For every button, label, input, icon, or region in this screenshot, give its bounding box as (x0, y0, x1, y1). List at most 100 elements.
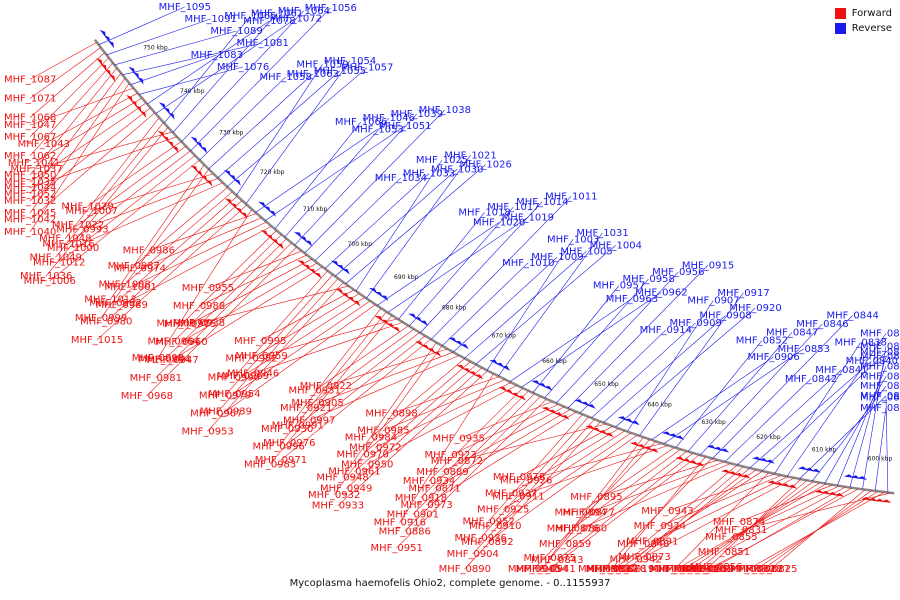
leader-line (366, 155, 471, 299)
kbp-tick-label: 690 kbp (394, 274, 419, 281)
gene-label: MHF_0997 (283, 415, 335, 426)
leader-line (724, 378, 812, 463)
gene-label: MHF_0840 (846, 356, 898, 367)
leader-line (115, 195, 238, 304)
gene-label: MHF_0889 (416, 467, 468, 478)
gene-label: MHF_1037 (10, 164, 62, 175)
gene-label: MHF_0827 (738, 564, 790, 575)
forward-gene-arrow (374, 315, 384, 322)
genome-backbone (93, 38, 895, 495)
gene-label: MHF_0943 (641, 506, 693, 517)
forward-gene-arrow (820, 490, 831, 495)
leader-line (774, 342, 861, 474)
leader-line (155, 18, 296, 114)
forward-gene-arrow (867, 497, 878, 502)
gene-label: MHF_1004 (590, 240, 642, 251)
gene-label: MHF_0907 (687, 296, 739, 307)
gene-label: MHF_1021 (444, 150, 496, 161)
gene-label: MHF_0937 (485, 488, 537, 499)
reverse-gene-arrow (299, 236, 308, 243)
gene-label: MHF_0848 (617, 539, 669, 550)
kbp-tick-label: 720 kbp (260, 169, 285, 176)
gene-label: MHF_1046 (363, 113, 415, 124)
leader-line (314, 325, 409, 391)
forward-gene-arrow (780, 483, 791, 488)
leader-line (588, 461, 725, 514)
gene-label: MHF_0959 (235, 351, 287, 362)
gene-label: MHF_0934 (403, 476, 455, 487)
legend-forward-label: Forward (851, 8, 892, 19)
forward-gene-arrow (391, 327, 401, 333)
leader-line (164, 15, 251, 124)
leader-line (317, 351, 454, 404)
reverse-gene-arrow (501, 365, 511, 371)
gene-label: MHF_1029 (61, 201, 113, 212)
leader-line (72, 182, 224, 249)
leader-line (29, 52, 105, 118)
forward-gene-arrow (104, 68, 111, 77)
gene-label: MHF_1040 (4, 227, 56, 238)
leader-line (532, 285, 620, 393)
gene-label: MHF_0976 (263, 438, 315, 449)
leader-line (420, 390, 529, 499)
leader-line (651, 356, 774, 441)
gene-label: MHF_1064 (278, 6, 330, 17)
forward-gene-arrow (270, 238, 279, 246)
leader-line (226, 67, 368, 187)
leader-line (29, 72, 122, 195)
gene-label: MHF_0844 (827, 311, 879, 322)
gene-label: MHF_1010 (502, 258, 554, 269)
leader-line (114, 30, 237, 66)
forward-gene-arrow (814, 489, 824, 494)
reverse-gene-arrow (408, 313, 417, 320)
leader-line (234, 300, 371, 395)
leader-line (667, 473, 776, 512)
leader-line (428, 387, 524, 482)
gene-label: MHF_0914 (640, 325, 692, 336)
leader-line (255, 129, 378, 213)
gene-label: MHF_0970 (337, 450, 389, 461)
gene-label: MHF_0898 (365, 409, 417, 420)
gene-label: MHF_1000 (47, 243, 99, 254)
leader-line (458, 401, 553, 439)
gene-label: MHF_1047 (4, 120, 56, 131)
gene-label: MHF_0944 (666, 564, 718, 575)
gene-label: MHF_1006 (24, 276, 76, 287)
leader-line (130, 54, 217, 85)
reverse-gene-arrow (258, 201, 266, 209)
gene-label: MHF_0936 (455, 533, 507, 544)
reverse-gene-arrow (158, 102, 166, 110)
gene-label: MHF_0998 (132, 353, 184, 364)
leader-line (509, 298, 632, 383)
gene-label: MHF_1019 (502, 213, 554, 224)
reverse-gene-arrow (341, 268, 350, 275)
gene-label: MHF_1034 (375, 173, 427, 184)
leader-line (29, 42, 97, 80)
gene-label: MHF_1063 (287, 69, 339, 80)
gene-label: MHF_0984 (345, 432, 397, 443)
leader-line (486, 239, 574, 371)
gene-label: MHF_0860 (555, 523, 607, 534)
leader-line (314, 177, 401, 262)
gene-label: MHF_0986 (123, 245, 175, 256)
gene-label: MHF_0950 (341, 459, 393, 470)
leader-line (564, 450, 688, 545)
leader-line (288, 335, 426, 444)
reverse-gene-arrow (99, 29, 106, 38)
gene-label: MHF_0938 (173, 318, 225, 329)
leader-line (441, 262, 529, 347)
leader-line (124, 191, 233, 285)
gene-label: MHF_1045 (4, 208, 56, 219)
leader-line (387, 217, 528, 313)
leader-line (181, 10, 304, 142)
gene-label: MHF_0983 (244, 459, 296, 470)
gene-label: MHF_0962 (635, 287, 687, 298)
gene-label: MHF_1058 (260, 72, 312, 83)
leader-line (495, 432, 632, 527)
reverse-gene-arrow (719, 448, 730, 453)
gene-label: MHF_1068 (4, 113, 56, 124)
reverse-gene-arrow (586, 404, 596, 409)
kbp-tick-label: 630 kbp (701, 419, 726, 426)
leader-line (674, 472, 770, 570)
gene-label: MHF_1011 (545, 191, 597, 202)
